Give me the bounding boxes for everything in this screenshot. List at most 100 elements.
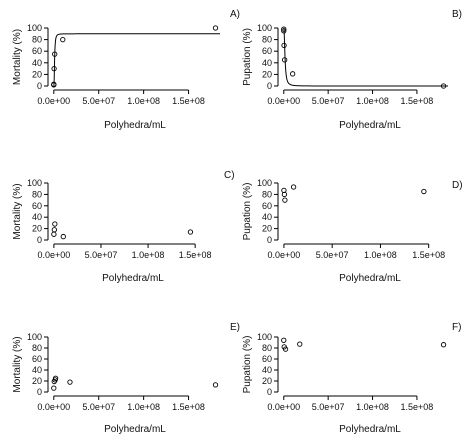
data-point bbox=[297, 341, 303, 347]
y-tick-label: 80 bbox=[32, 35, 42, 45]
data-point bbox=[440, 342, 447, 348]
data-point bbox=[51, 81, 57, 87]
y-tick-label: 100 bbox=[257, 178, 272, 188]
x-tick-label: 0.0e+00 bbox=[267, 402, 300, 412]
y-tick-label: 20 bbox=[262, 69, 272, 79]
y-tick-label: 0 bbox=[267, 81, 272, 91]
y-axis-label: Pupation (%) bbox=[242, 183, 253, 241]
x-axis-label: Polyhedra/mL bbox=[104, 120, 166, 131]
data-point bbox=[282, 346, 289, 352]
y-tick-label: 100 bbox=[27, 23, 42, 33]
panel-label: C) bbox=[224, 170, 235, 181]
y-tick-label: 60 bbox=[32, 201, 42, 211]
y-tick-label: 0 bbox=[37, 387, 42, 397]
x-axis-label: Polyhedra/mL bbox=[104, 424, 166, 435]
x-tick-label: 5.0e+07 bbox=[82, 96, 115, 106]
y-tick-label: 40 bbox=[32, 365, 42, 375]
panel-label: F) bbox=[452, 322, 461, 333]
panel-label: E) bbox=[230, 322, 240, 333]
y-axis-label: Mortality (%) bbox=[12, 183, 23, 239]
y-tick-label: 20 bbox=[262, 376, 272, 386]
y-tick-label: 80 bbox=[262, 35, 272, 45]
x-tick-label: 5.0e+07 bbox=[316, 250, 349, 260]
x-axis-label: Polyhedra/mL bbox=[102, 273, 164, 284]
y-tick-label: 80 bbox=[262, 189, 272, 199]
data-point bbox=[51, 227, 58, 233]
data-point bbox=[187, 229, 194, 235]
y-tick-label: 40 bbox=[262, 212, 272, 222]
data-point bbox=[212, 382, 219, 388]
data-point bbox=[281, 191, 288, 198]
y-axis-label: Pupation (%) bbox=[242, 336, 253, 394]
x-axis-label: Polyhedra/mL bbox=[339, 273, 401, 284]
y-tick-label: 20 bbox=[262, 224, 272, 234]
y-tick-label: 100 bbox=[27, 332, 42, 342]
x-tick-label: 1.5e+08 bbox=[401, 402, 434, 412]
data-point bbox=[281, 26, 287, 32]
panel-label: A) bbox=[230, 9, 240, 20]
y-tick-label: 40 bbox=[262, 58, 272, 68]
x-tick-label: 1.0e+08 bbox=[364, 250, 397, 260]
x-tick-label: 1.5e+08 bbox=[172, 96, 205, 106]
y-axis-label: Mortality (%) bbox=[12, 336, 23, 392]
fit-curve bbox=[53, 33, 220, 87]
y-tick-label: 60 bbox=[262, 46, 272, 56]
data-point bbox=[290, 184, 297, 190]
x-tick-label: 5.0e+07 bbox=[82, 402, 115, 412]
x-tick-label: 0.0e+00 bbox=[268, 250, 301, 260]
y-tick-label: 0 bbox=[267, 235, 272, 245]
y-tick-label: 100 bbox=[257, 332, 272, 342]
data-point bbox=[52, 221, 58, 227]
y-tick-label: 60 bbox=[262, 201, 272, 211]
x-tick-label: 0.0e+00 bbox=[37, 402, 70, 412]
x-tick-label: 5.0e+07 bbox=[85, 250, 118, 260]
x-axis-label: Polyhedra/mL bbox=[339, 424, 401, 435]
y-tick-label: 20 bbox=[32, 69, 42, 79]
y-tick-label: 40 bbox=[262, 365, 272, 375]
x-tick-label: 0.0e+00 bbox=[37, 250, 70, 260]
y-tick-label: 80 bbox=[32, 343, 42, 353]
data-point bbox=[282, 197, 288, 203]
data-point bbox=[290, 71, 296, 77]
data-point bbox=[51, 231, 57, 237]
x-tick-label: 1.0e+08 bbox=[127, 402, 160, 412]
y-tick-label: 60 bbox=[32, 354, 42, 364]
data-point bbox=[52, 51, 58, 57]
x-tick-label: 1.5e+08 bbox=[172, 402, 205, 412]
x-tick-label: 1.0e+08 bbox=[356, 402, 389, 412]
y-tick-label: 60 bbox=[32, 46, 42, 56]
y-tick-label: 20 bbox=[32, 376, 42, 386]
y-tick-label: 40 bbox=[32, 58, 42, 68]
y-tick-label: 100 bbox=[257, 23, 272, 33]
data-point bbox=[51, 385, 57, 391]
y-axis-label: Pupation (%) bbox=[242, 28, 253, 86]
y-tick-label: 80 bbox=[32, 189, 42, 199]
x-tick-label: 1.5e+08 bbox=[179, 250, 212, 260]
data-point bbox=[281, 28, 287, 34]
x-tick-label: 1.0e+08 bbox=[356, 96, 389, 106]
data-point bbox=[51, 65, 57, 72]
fit-curve bbox=[283, 27, 448, 87]
x-tick-label: 1.0e+08 bbox=[127, 96, 160, 106]
x-tick-label: 5.0e+07 bbox=[312, 402, 345, 412]
y-tick-label: 0 bbox=[267, 387, 272, 397]
y-tick-label: 40 bbox=[32, 212, 42, 222]
y-tick-label: 0 bbox=[37, 235, 42, 245]
data-point bbox=[440, 83, 447, 89]
y-axis-label: Mortality (%) bbox=[12, 29, 23, 85]
y-tick-label: 80 bbox=[262, 343, 272, 353]
data-point bbox=[282, 57, 288, 63]
data-point bbox=[281, 42, 287, 49]
data-point bbox=[67, 379, 73, 385]
x-tick-label: 0.0e+00 bbox=[267, 96, 300, 106]
x-tick-label: 0.0e+00 bbox=[37, 96, 70, 106]
y-tick-label: 60 bbox=[262, 354, 272, 364]
panel-label: B) bbox=[452, 9, 462, 20]
y-tick-label: 100 bbox=[27, 178, 42, 188]
